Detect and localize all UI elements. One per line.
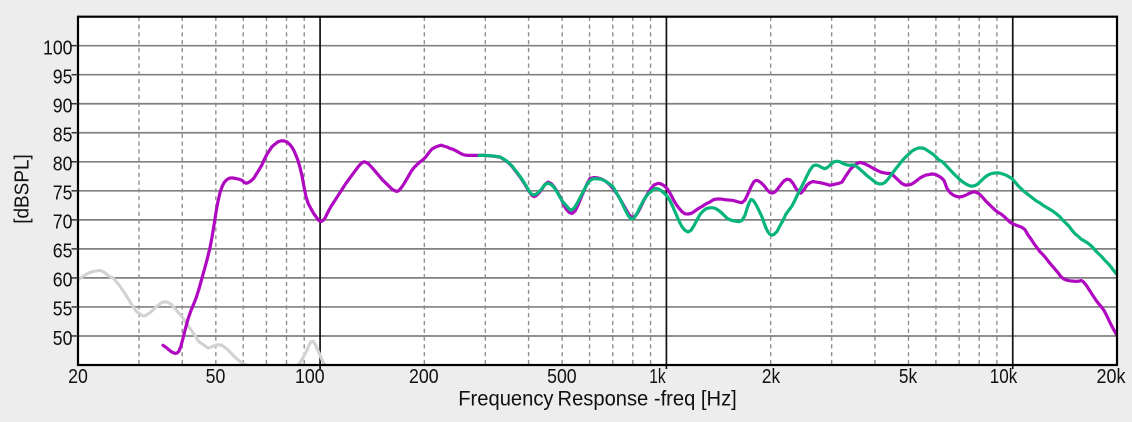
svg-text:95: 95: [53, 66, 73, 89]
svg-text:50: 50: [53, 327, 73, 350]
svg-text:500: 500: [547, 365, 577, 388]
svg-text:90: 90: [53, 95, 73, 118]
svg-text:[dBSPL]: [dBSPL]: [12, 154, 34, 224]
svg-text:85: 85: [53, 124, 73, 147]
svg-text:55: 55: [53, 298, 73, 321]
svg-text:50: 50: [206, 365, 226, 388]
svg-text:80: 80: [53, 153, 73, 176]
svg-text:100: 100: [43, 36, 73, 59]
svg-text:65: 65: [53, 240, 73, 263]
svg-text:20: 20: [68, 365, 88, 388]
svg-text:5k: 5k: [899, 365, 918, 388]
svg-text:100: 100: [295, 365, 325, 388]
svg-text:Frequency Response -freq [Hz]: Frequency Response -freq [Hz]: [458, 387, 737, 410]
svg-text:60: 60: [53, 269, 73, 292]
svg-text:70: 70: [53, 211, 73, 234]
svg-text:1k: 1k: [649, 365, 666, 388]
svg-text:2k: 2k: [762, 365, 781, 388]
svg-text:10k: 10k: [990, 365, 1018, 388]
svg-text:75: 75: [53, 182, 73, 205]
svg-text:20k: 20k: [1097, 365, 1126, 388]
svg-text:200: 200: [409, 365, 439, 388]
